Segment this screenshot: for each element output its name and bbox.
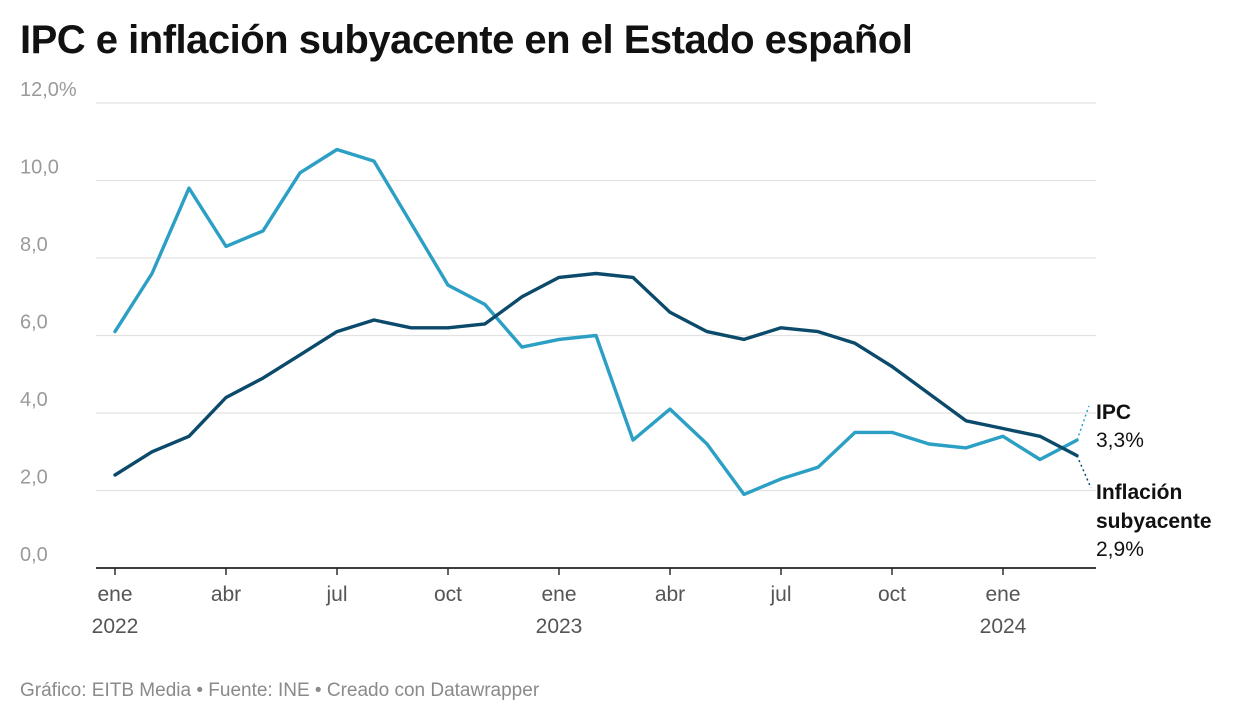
x-tick-label: abr	[211, 583, 241, 606]
x-axis-ticks: ene 2022 abr jul oct ene 2023 abr jul oct ene 2024	[92, 568, 1027, 638]
chart-title: IPC e inflación subyacente en el Estado …	[20, 18, 913, 62]
x-tick-year-label: 2023	[536, 615, 583, 638]
x-tick-year-label: 2024	[980, 615, 1027, 638]
series-line-subyacente	[113, 271, 1079, 477]
y-axis-ticks: 0,0 2,0 4,0 6,0 8,0 10,0 12,0%	[20, 79, 77, 566]
y-tick-label: 8,0	[20, 234, 48, 256]
ipc-leader-line	[1076, 405, 1090, 441]
x-tick-label: oct	[878, 583, 906, 606]
x-tick-label: oct	[434, 583, 462, 606]
x-tick-label: ene	[97, 583, 132, 606]
chart-footer: Gráfico: EITB Media • Fuente: INE • Crea…	[20, 680, 540, 701]
x-tick-label: ene	[541, 583, 576, 606]
ipc-label-value: 3,3%	[1096, 429, 1144, 452]
subyacente-label-value: 2,9%	[1096, 538, 1144, 561]
subyacente-leader-line	[1076, 455, 1092, 489]
series-labels: IPC 3,3% Inflación subyacente 2,9%	[1076, 401, 1212, 561]
ipc-label-name: IPC	[1096, 401, 1131, 424]
y-tick-label: 0,0	[20, 544, 48, 566]
series-line-ipc	[113, 147, 1079, 497]
x-tick-label: ene	[985, 583, 1020, 606]
x-tick-label: abr	[655, 583, 685, 606]
y-tick-label: 2,0	[20, 467, 48, 489]
subyacente-label-name: Inflación	[1096, 481, 1182, 504]
x-tick-year-label: 2022	[92, 615, 139, 638]
y-tick-label: 12,0%	[20, 79, 77, 101]
y-tick-label: 10,0	[20, 157, 59, 179]
y-tick-label: 6,0	[20, 312, 48, 334]
x-tick-label: jul	[769, 583, 791, 606]
y-tick-label: 4,0	[20, 389, 48, 411]
subyacente-label-name-2: subyacente	[1096, 510, 1212, 533]
series-layer	[113, 147, 1079, 497]
x-tick-label: jul	[325, 583, 347, 606]
